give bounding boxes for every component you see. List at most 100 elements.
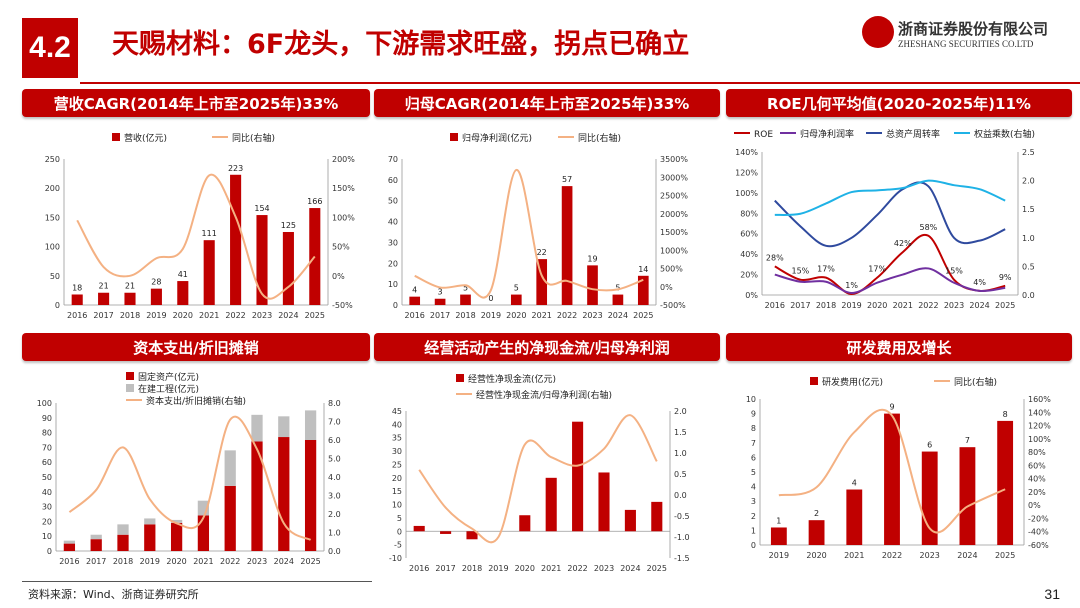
y2-tick-label: 1.0 (328, 529, 341, 538)
bar (90, 534, 102, 540)
x-tick-label: 2022 (225, 311, 245, 320)
source-divider (22, 581, 372, 582)
y2-tick-label: 2.0 (1022, 177, 1035, 186)
y2-tick-label: 0.5 (1022, 262, 1035, 271)
x-tick-label: 2022 (220, 557, 240, 566)
x-tick-label: 2019 (481, 311, 501, 320)
x-tick-label: 2020 (806, 551, 826, 560)
y-tick-label: 200 (45, 184, 60, 193)
y-tick-label: 50 (388, 197, 398, 206)
x-tick-label: 2020 (515, 564, 535, 573)
bar (278, 416, 290, 438)
y2-tick-label: 6.0 (328, 436, 341, 445)
x-tick-label: 2018 (455, 311, 475, 320)
x-tick-label: 2025 (995, 301, 1015, 310)
y-tick-label: 0 (47, 547, 52, 556)
y-tick-label: 10 (42, 532, 52, 541)
line-data-label: 15% (945, 267, 963, 276)
bar (997, 420, 1014, 545)
legend-label: 归母净利润(亿元) (462, 132, 532, 144)
series-line (774, 181, 1006, 248)
bar (651, 501, 663, 532)
bar-data-label: 166 (307, 197, 322, 206)
x-tick-label: 2019 (140, 557, 160, 566)
y2-tick-label: -20% (1028, 514, 1049, 523)
bar (598, 472, 610, 532)
bar (545, 477, 557, 532)
line-data-label: 4% (973, 278, 986, 287)
series-line (774, 233, 1006, 295)
legend-swatch (126, 384, 134, 392)
bar (572, 421, 584, 532)
bar (846, 489, 863, 545)
y-tick-label: 20 (42, 517, 52, 526)
y-tick-label: 0 (751, 541, 756, 550)
series-line (778, 408, 1006, 534)
bar (278, 437, 290, 551)
y-tick-label: 60 (42, 458, 52, 467)
x-tick-label: 2025 (647, 564, 667, 573)
y-tick-label: 60 (388, 176, 398, 185)
y-tick-label: 250 (45, 155, 60, 164)
panel-heading-capex: 资本支出/折旧摊销 (22, 333, 370, 361)
logo-mark-icon (862, 16, 894, 48)
bar (117, 534, 129, 551)
y-tick-label: 10 (392, 501, 402, 510)
page-number: 31 (1044, 586, 1060, 602)
y2-tick-label: 80% (1028, 448, 1046, 457)
bar (561, 186, 573, 305)
bar (256, 215, 268, 305)
series-line (774, 179, 1006, 216)
bar-data-label: 1 (776, 516, 781, 525)
x-tick-label: 2016 (409, 564, 429, 573)
y2-tick-label: 2000% (660, 210, 688, 219)
x-tick-label: 2021 (532, 311, 552, 320)
y2-tick-label: 0.0 (328, 547, 341, 556)
legend-label: 经营性净现金流/归母净利润(右轴) (476, 389, 612, 401)
y-tick-label: 20 (388, 259, 398, 268)
bar (309, 208, 321, 305)
x-tick-label: 2020 (166, 557, 186, 566)
x-tick-label: 2025 (305, 311, 325, 320)
bar (304, 440, 317, 551)
bar (536, 259, 548, 305)
bar-data-label: 22 (537, 248, 547, 257)
bar (884, 413, 900, 545)
y2-tick-label: 1.5 (674, 428, 687, 437)
x-tick-label: 2024 (608, 311, 628, 320)
y-tick-label: 6 (751, 453, 756, 462)
bar (117, 524, 129, 535)
x-tick-label: 2022 (918, 301, 938, 310)
y-tick-label: 50 (42, 473, 52, 482)
legend-label: 经营性净现金流(亿元) (468, 373, 556, 385)
y2-tick-label: -40% (1028, 528, 1049, 537)
bar (170, 522, 183, 551)
y-tick-label: 40 (388, 218, 398, 227)
bar-data-label: 5 (514, 284, 519, 293)
bar (71, 294, 83, 305)
y2-tick-label: 1.0 (1022, 234, 1035, 243)
bar (460, 294, 471, 305)
y2-tick-label: 4.0 (328, 473, 341, 482)
bar (203, 240, 215, 305)
line-data-label: 17% (817, 265, 835, 274)
bar-data-label: 9 (889, 403, 894, 412)
y-tick-label: 90 (42, 414, 52, 423)
x-tick-label: 2020 (506, 311, 526, 320)
bar-data-label: 18 (72, 283, 82, 292)
bar-data-label: 125 (281, 221, 296, 230)
y-tick-label: 0% (745, 291, 758, 300)
bar (170, 519, 183, 523)
panel-heading-profit: 归母CAGR(2014年上市至2025年)33% (374, 89, 720, 117)
panel-heading-cashflow: 经营活动产生的净现金流/归母净利润 (374, 333, 720, 361)
y2-tick-label: 50% (332, 243, 350, 252)
y2-tick-label: 2500% (660, 192, 688, 201)
y-tick-label: 40 (392, 420, 402, 429)
chart-net-profit: 010203040506070-500%0%500%1000%1500%2000… (388, 132, 689, 320)
chart-revenue: 0 50 100 150 200 250 -50% 0% 50% 100% 150% 200% 2016… (45, 132, 356, 320)
chart-cashflow: -10-5051015202530354045-1.5-1.0-0.50.00.… (389, 373, 690, 573)
bar (959, 447, 976, 545)
y-tick-label: 30 (392, 447, 402, 456)
x-tick-label: 2024 (274, 557, 294, 566)
y2-tick-label: 8.0 (328, 399, 341, 408)
